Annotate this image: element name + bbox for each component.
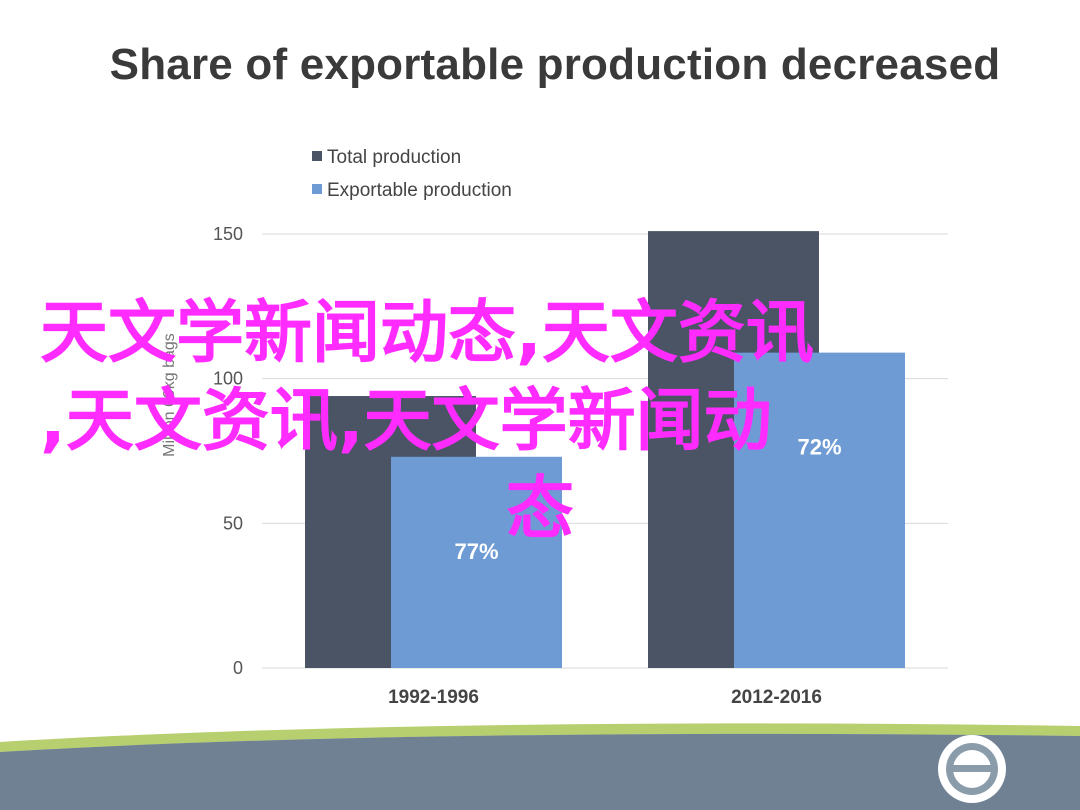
y-tick-label: 150	[213, 224, 243, 244]
y-tick-label: 0	[233, 658, 243, 678]
bar-exportable	[391, 456, 562, 668]
data-labels: 77% 72%	[454, 435, 841, 564]
x-categories: 1992-1996 2012-2016	[388, 687, 822, 708]
bar-exportable	[734, 352, 905, 668]
y-axis-label: Million 60kg bags	[161, 333, 178, 457]
bars	[305, 231, 905, 668]
overlay-line-1: 天文学新闻动态,天文资讯	[40, 294, 814, 373]
y-tick-label: 100	[213, 369, 243, 389]
footer-band	[0, 723, 1080, 810]
y-tick-label: 50	[223, 513, 243, 533]
overlay-line-3: 态	[505, 470, 574, 549]
data-label: 72%	[797, 435, 841, 460]
logo-icon	[938, 735, 1006, 803]
legend-label-exportable: Exportable production	[327, 180, 512, 201]
legend-label-total: Total production	[327, 147, 461, 168]
x-category-label: 1992-1996	[388, 687, 479, 708]
legend: Total production Exportable production	[312, 147, 512, 201]
legend-swatch-exportable	[312, 184, 322, 194]
data-label: 77%	[454, 539, 498, 564]
overlay-line-2: ,天文资讯,天文学新闻动	[40, 382, 772, 461]
y-ticks: 0 50 100 150	[213, 224, 243, 678]
legend-swatch-total	[312, 151, 322, 161]
chart-title: Share of exportable production decreased	[109, 40, 1001, 89]
watermark-overlay-text: 天文学新闻动态,天文资讯 ,天文资讯,天文学新闻动 态	[40, 290, 1000, 554]
x-category-label: 2012-2016	[731, 687, 822, 708]
